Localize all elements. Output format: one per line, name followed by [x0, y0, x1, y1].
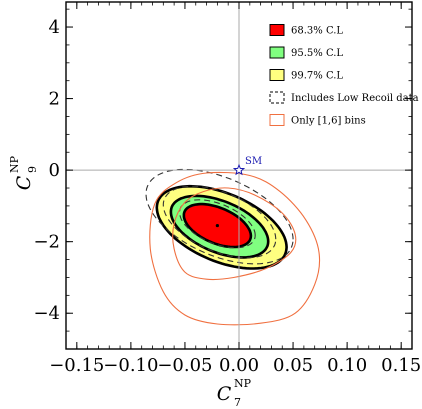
dashed-contour-0 — [145, 168, 294, 265]
sm-label: SM — [245, 156, 262, 167]
legend-swatch — [269, 69, 285, 81]
markers: SM — [215, 156, 262, 228]
y-tick-label: 2 — [49, 89, 60, 110]
orange-contour-0 — [172, 187, 297, 281]
x-tick-label: −0.15 — [49, 355, 104, 376]
dashed-contour-1 — [162, 185, 277, 259]
legend-label: Only [1,6] bins — [291, 116, 366, 127]
y-axis-title-text: C — [13, 175, 35, 190]
x-tick-label: 0.15 — [381, 355, 421, 376]
legend-swatch — [269, 24, 285, 36]
legend-label: 95.5% C.L — [291, 48, 343, 59]
x-tick-label: 0.10 — [327, 355, 367, 376]
x-axis-title: C — [217, 383, 232, 405]
low-recoil-contours — [145, 168, 294, 265]
bins-1-6-contours — [149, 171, 321, 326]
legend-swatch — [269, 46, 285, 59]
legend-label: 68.3% C.L — [291, 26, 343, 37]
x-tick-label: −0.10 — [103, 355, 158, 376]
y-axis-ticks: −4 −2 0 2 4 — [33, 8, 412, 332]
legend-swatch — [269, 114, 285, 126]
x-axis-title-subscript: 7 — [234, 396, 241, 409]
y-tick-label: −2 — [33, 232, 60, 253]
best-fit-point — [215, 223, 219, 228]
y-axis-title-subscript: 9 — [26, 166, 39, 173]
orange-contour-1 — [149, 171, 321, 326]
y-axis-title: C NP 9 — [8, 155, 39, 190]
zero-lines — [66, 2, 412, 349]
y-tick-label: 4 — [49, 17, 60, 38]
legend-label: 99.7% C.L — [291, 71, 343, 82]
x-axis-title-superscript: NP — [234, 377, 252, 390]
x-tick-label: −0.05 — [157, 355, 212, 376]
x-tick-label: 0.00 — [219, 355, 259, 376]
sm-star-marker — [232, 163, 246, 176]
legend-label: Includes Low Recoil data — [291, 93, 419, 104]
x-axis-ticks: −0.15−0.10−0.05 0.00 0.05 0.10 0.15 — [49, 2, 421, 376]
dashed-contour-2 — [178, 199, 256, 249]
y-tick-label: 0 — [49, 160, 60, 181]
legend-swatch — [269, 91, 285, 104]
y-tick-label: −4 — [33, 303, 60, 324]
legend: 68.3% C.L 95.5% C.L 99.7% C.L Includes Low … — [269, 24, 419, 127]
y-axis-title-superscript: NP — [8, 155, 21, 173]
x-tick-label: 0.05 — [273, 355, 313, 376]
